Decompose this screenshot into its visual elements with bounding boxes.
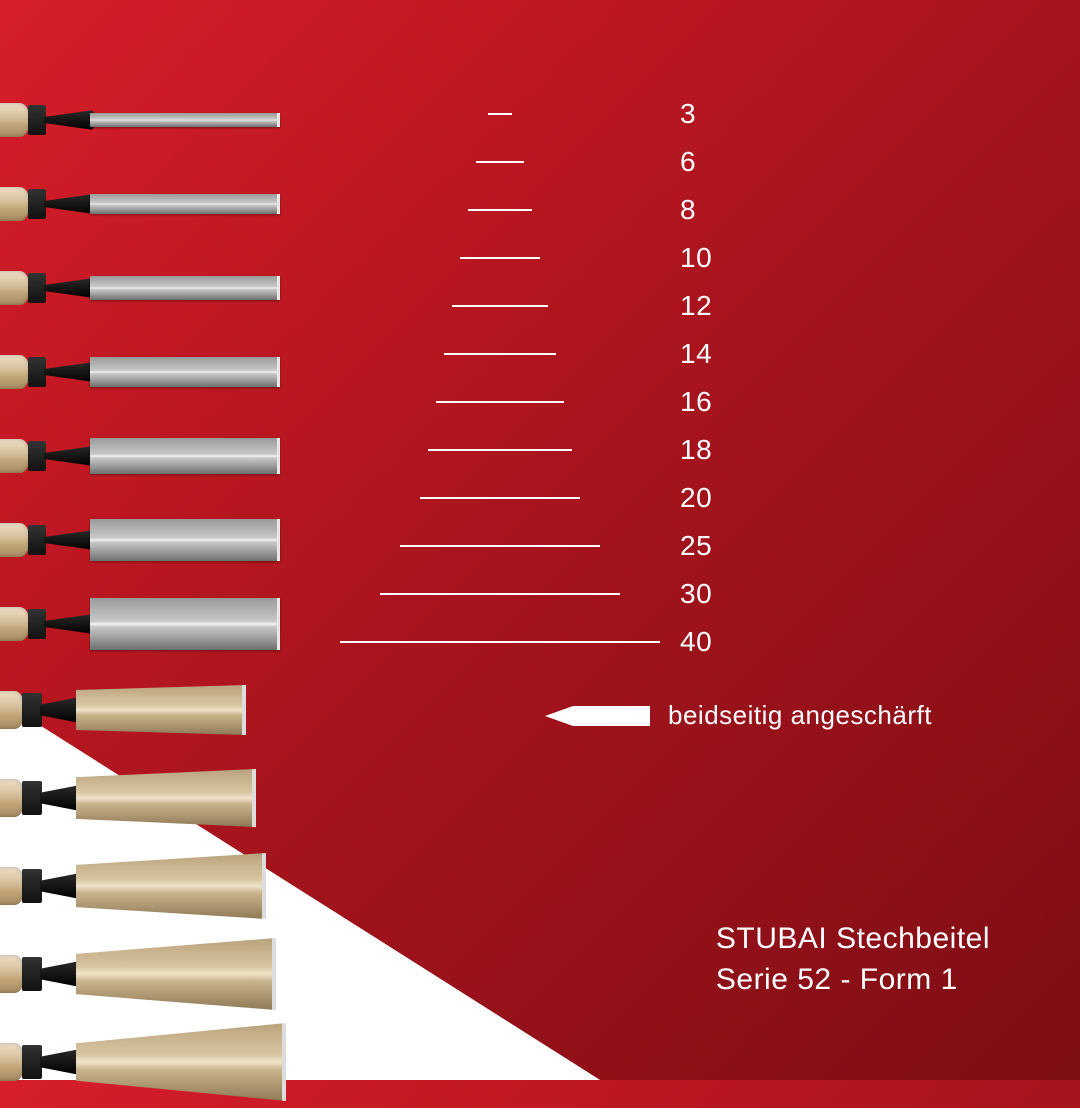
size-bar <box>428 449 572 451</box>
chisel-neck <box>40 1049 80 1075</box>
chisel-handle <box>0 523 30 557</box>
size-row: 16 <box>340 378 760 426</box>
chisel-item <box>0 584 280 664</box>
chisel-blade <box>76 938 276 1010</box>
chisel-neck <box>44 278 94 298</box>
chisel-ferrule <box>28 357 46 387</box>
chisel-handle <box>0 607 30 641</box>
chisel-item <box>0 332 280 412</box>
chisel-handle <box>0 103 30 137</box>
chisel-neck <box>40 961 80 987</box>
size-label: 12 <box>680 290 712 322</box>
chisel-blade <box>90 194 280 214</box>
chisel-item <box>0 164 280 244</box>
size-row: 3 <box>340 90 760 138</box>
chisel-blade <box>90 519 280 561</box>
product-title: STUBAI Stechbeitel Serie 52 - Form 1 <box>716 919 990 1000</box>
chisel-neck <box>40 785 80 811</box>
chisel-neck <box>44 110 94 130</box>
chisel-neck <box>40 697 80 723</box>
size-row: 18 <box>340 426 760 474</box>
chisel-column <box>0 80 280 1108</box>
chisel-blade <box>90 276 280 300</box>
size-label: 6 <box>680 146 696 178</box>
chisel-item <box>0 1020 280 1104</box>
chisel-ferrule <box>22 1045 42 1079</box>
chisel-neck <box>44 530 94 550</box>
chisel-ferrule <box>28 189 46 219</box>
size-label: 8 <box>680 194 696 226</box>
size-bar <box>488 113 512 115</box>
chisel-item <box>0 500 280 580</box>
chisel-ferrule <box>22 957 42 991</box>
chisel-item <box>0 80 280 160</box>
chisel-ferrule <box>22 869 42 903</box>
chisel-blade <box>90 598 280 650</box>
size-bar <box>452 305 548 307</box>
size-bar <box>444 353 556 355</box>
chisel-item <box>0 248 280 328</box>
size-bar <box>468 209 532 211</box>
size-label: 16 <box>680 386 712 418</box>
chisel-neck <box>40 873 80 899</box>
size-bar <box>380 593 620 595</box>
size-row: 12 <box>340 282 760 330</box>
chisel-neck <box>44 614 94 634</box>
chisel-item <box>0 844 280 928</box>
size-bar <box>340 641 660 643</box>
blade-tip-icon <box>545 704 650 728</box>
size-label: 20 <box>680 482 712 514</box>
chisel-ferrule <box>28 105 46 135</box>
size-row: 30 <box>340 570 760 618</box>
chisel-item <box>0 932 280 1016</box>
size-label: 14 <box>680 338 712 370</box>
chisel-ferrule <box>22 781 42 815</box>
chisel-ferrule <box>28 609 46 639</box>
chisel-item <box>0 668 280 752</box>
size-label: 30 <box>680 578 712 610</box>
chisel-handle <box>0 439 30 473</box>
size-label: 25 <box>680 530 712 562</box>
chisel-ferrule <box>28 441 46 471</box>
chisel-blade <box>76 1023 286 1101</box>
chisel-ferrule <box>28 525 46 555</box>
size-row: 25 <box>340 522 760 570</box>
size-label: 18 <box>680 434 712 466</box>
title-line1: STUBAI Stechbeitel <box>716 919 990 960</box>
chisel-blade <box>76 853 266 919</box>
size-bar <box>476 161 524 163</box>
size-row: 10 <box>340 234 760 282</box>
size-row: 8 <box>340 186 760 234</box>
chisel-handle <box>0 187 30 221</box>
chisel-ferrule <box>28 273 46 303</box>
chisel-blade <box>90 357 280 387</box>
size-label: 40 <box>680 626 712 658</box>
sharpening-label: beidseitig angeschärft <box>668 700 932 731</box>
size-chart: 3 6 8 10 12 14 16 18 20 25 30 40 <box>340 90 760 666</box>
chisel-blade <box>90 438 280 474</box>
chisel-neck <box>44 446 94 466</box>
size-row: 6 <box>340 138 760 186</box>
chisel-item <box>0 756 280 840</box>
size-row: 40 <box>340 618 760 666</box>
size-bar <box>400 545 600 547</box>
sharpening-note: beidseitig angeschärft <box>545 700 932 731</box>
chisel-blade <box>76 685 246 735</box>
chisel-item <box>0 416 280 496</box>
chisel-handle <box>0 355 30 389</box>
size-bar <box>436 401 564 403</box>
chisel-neck <box>44 194 94 214</box>
size-bar <box>420 497 580 499</box>
size-label: 10 <box>680 242 712 274</box>
chisel-blade <box>76 769 256 827</box>
size-row: 20 <box>340 474 760 522</box>
chisel-ferrule <box>22 693 42 727</box>
title-line2: Serie 52 - Form 1 <box>716 960 990 1001</box>
chisel-handle <box>0 271 30 305</box>
chisel-blade <box>90 113 280 127</box>
size-bar <box>460 257 540 259</box>
size-row: 14 <box>340 330 760 378</box>
size-label: 3 <box>680 98 696 130</box>
chisel-neck <box>44 362 94 382</box>
